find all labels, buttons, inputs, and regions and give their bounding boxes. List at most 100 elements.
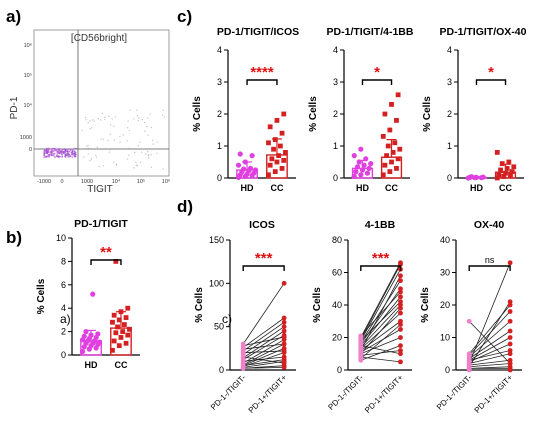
flow-ytick: 1000 [20, 135, 32, 141]
y-tick-label: 4 [61, 303, 66, 313]
flow-event-dot [89, 127, 91, 130]
data-point-cc [272, 137, 278, 142]
y-tick-label: 10 [440, 333, 450, 343]
data-point-cc [380, 134, 386, 139]
flow-event-dot [150, 126, 153, 129]
flow-event-dot [147, 117, 149, 119]
data-point-cc [395, 156, 401, 162]
flow-event-dot [133, 167, 135, 169]
flow-event-dot [95, 156, 98, 158]
pair-line [243, 367, 285, 369]
point-pd1neg [240, 363, 246, 369]
y-tick-label: 0 [337, 365, 342, 375]
data-point-cc [504, 166, 510, 171]
y-tick-label: 30 [440, 268, 450, 278]
data-point-hd [480, 174, 486, 180]
pair-line [469, 363, 511, 368]
data-point-cc [269, 156, 275, 162]
data-point-cc [382, 111, 388, 117]
flow-event-dot [136, 115, 139, 117]
data-point-hd [242, 159, 248, 165]
data-point-hd [88, 332, 94, 338]
data-point-hd [358, 146, 364, 152]
point-pd1pos [281, 357, 287, 362]
flow-event-dot [62, 150, 64, 153]
flow-event-dot [162, 114, 164, 116]
data-point-cc [508, 173, 513, 178]
x-category-label: CC [270, 183, 283, 193]
flow-event-dot [87, 147, 89, 149]
pair-line [360, 329, 401, 353]
flow-event-dot [133, 148, 135, 150]
chart-title: ICOS [249, 219, 275, 231]
significance-marker: *** [255, 250, 273, 267]
x-category-label: PD-1+/TIGIT+ [363, 373, 405, 415]
y-tick-label: 10 [56, 233, 66, 243]
flow-event-dot [133, 118, 135, 120]
flow-event-dot [152, 143, 154, 145]
panel-label-c: c) [177, 7, 192, 26]
flow-yticks: 10⁶ 10⁵ 10⁴ 1000 0 [20, 42, 33, 153]
point-pd1pos [398, 343, 403, 349]
significance-bracket [361, 79, 393, 85]
x-category-label: CC [114, 360, 127, 370]
pair-line [242, 322, 285, 352]
flow-event-dot [90, 158, 93, 160]
flow-event-dot [57, 155, 60, 158]
data-point-cc [267, 162, 273, 168]
pair-line [360, 262, 401, 338]
flow-event-dot [128, 154, 130, 156]
data-point-hd [353, 169, 359, 175]
point-pd1pos [281, 328, 287, 334]
flow-event-dot [102, 165, 105, 167]
flow-event-dot [87, 122, 89, 124]
pair-line [468, 320, 511, 358]
flow-event-dot [127, 120, 129, 122]
y-tick-label: 6 [61, 280, 66, 290]
flow-xtick: 10⁵ [137, 178, 145, 185]
point-pd1pos [398, 294, 403, 300]
data-point-cc [116, 343, 122, 349]
data-point-cc [389, 159, 394, 165]
flow-event-dot [64, 153, 67, 156]
flow-event-dot [150, 166, 153, 168]
flow-event-dot [126, 158, 129, 160]
flow-event-dot [71, 150, 74, 153]
flow-event-dot [147, 150, 149, 153]
x-category-label: PD-1-/TIGIT- [435, 373, 474, 412]
point-pd1pos [507, 299, 513, 305]
data-point-cc [276, 153, 282, 158]
data-point-cc [387, 169, 393, 174]
data-point-cc [113, 330, 119, 336]
pair-line [360, 307, 401, 355]
point-pd1pos [398, 260, 403, 266]
data-point-hd [79, 348, 86, 355]
flow-event-dot [135, 164, 138, 166]
pair-line [243, 352, 285, 367]
point-pd1neg [466, 351, 472, 357]
x-category-label: PD-1-/TIGIT- [209, 373, 248, 412]
y-axis-label: % Cells [192, 96, 203, 132]
y-tick-label: 20 [332, 333, 342, 343]
data-point-hd [235, 162, 242, 168]
point-pd1pos [398, 326, 403, 332]
flow-event-dot [67, 148, 70, 151]
data-point-cc [281, 111, 287, 117]
flow-event-dot [89, 160, 91, 162]
data-point-cc [274, 159, 280, 165]
data-point-cc [385, 143, 391, 149]
y-tick-label: 0 [333, 173, 338, 183]
flow-event-dot [149, 113, 151, 115]
point-pd1neg [358, 348, 364, 353]
flow-xtick: 0 [60, 179, 63, 185]
point-pd1neg [240, 341, 246, 347]
data-point-hd [252, 167, 259, 173]
flow-ylabel: PD-1 [9, 96, 20, 119]
significance-marker: ** [100, 244, 112, 261]
point-pd1pos [281, 360, 287, 366]
point-pd1neg [358, 333, 364, 339]
flow-event-dot [147, 134, 149, 136]
flow-title: [CD56bright] [71, 33, 127, 44]
flow-event-dot [52, 147, 54, 150]
